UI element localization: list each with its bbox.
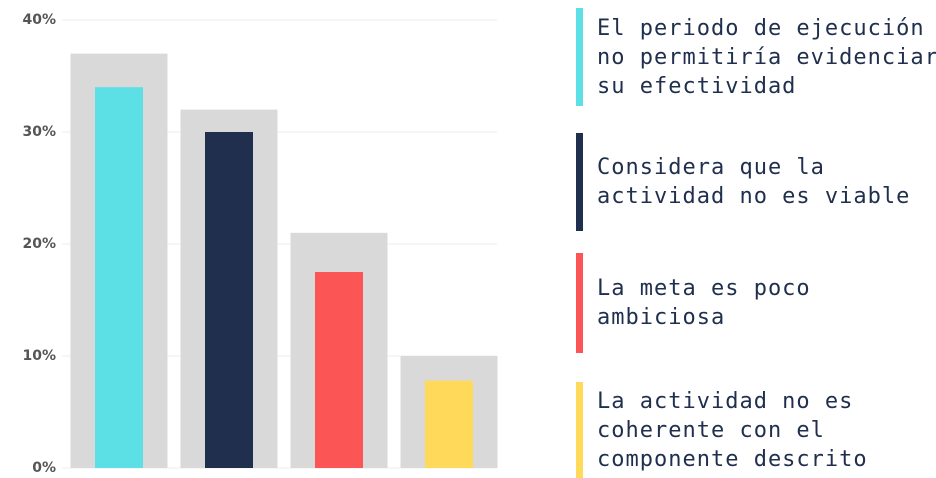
legend-label: El periodo de ejecución no permitiría ev… [597,15,936,99]
legend-item: La actividad no es coherente con el comp… [576,382,936,478]
legend-swatch [576,382,583,478]
legend-item: La meta es poco ambiciosa [576,253,936,353]
legend-label: La meta es poco ambiciosa [597,276,811,330]
y-tick-label: 40% [22,12,56,28]
bar [425,380,473,468]
legend-label: La actividad no es coherente con el comp… [597,388,868,472]
y-tick-label: 30% [22,124,56,140]
legend-swatch [576,8,583,106]
bar [205,132,253,468]
bar [95,87,143,468]
y-tick-label: 0% [32,460,56,476]
legend-label: Considera que la actividad no es viable [597,155,911,209]
legend-item: Considera que la actividad no es viable [576,133,936,231]
chart: 0% 10% 20% 30% 40% [22,12,498,476]
y-tick-label: 20% [22,236,56,252]
legend-item: El periodo de ejecución no permitiría ev… [576,8,936,106]
legend-swatch [576,133,583,231]
bar [315,272,363,468]
y-tick-label: 10% [22,348,56,364]
legend-swatch [576,253,583,353]
